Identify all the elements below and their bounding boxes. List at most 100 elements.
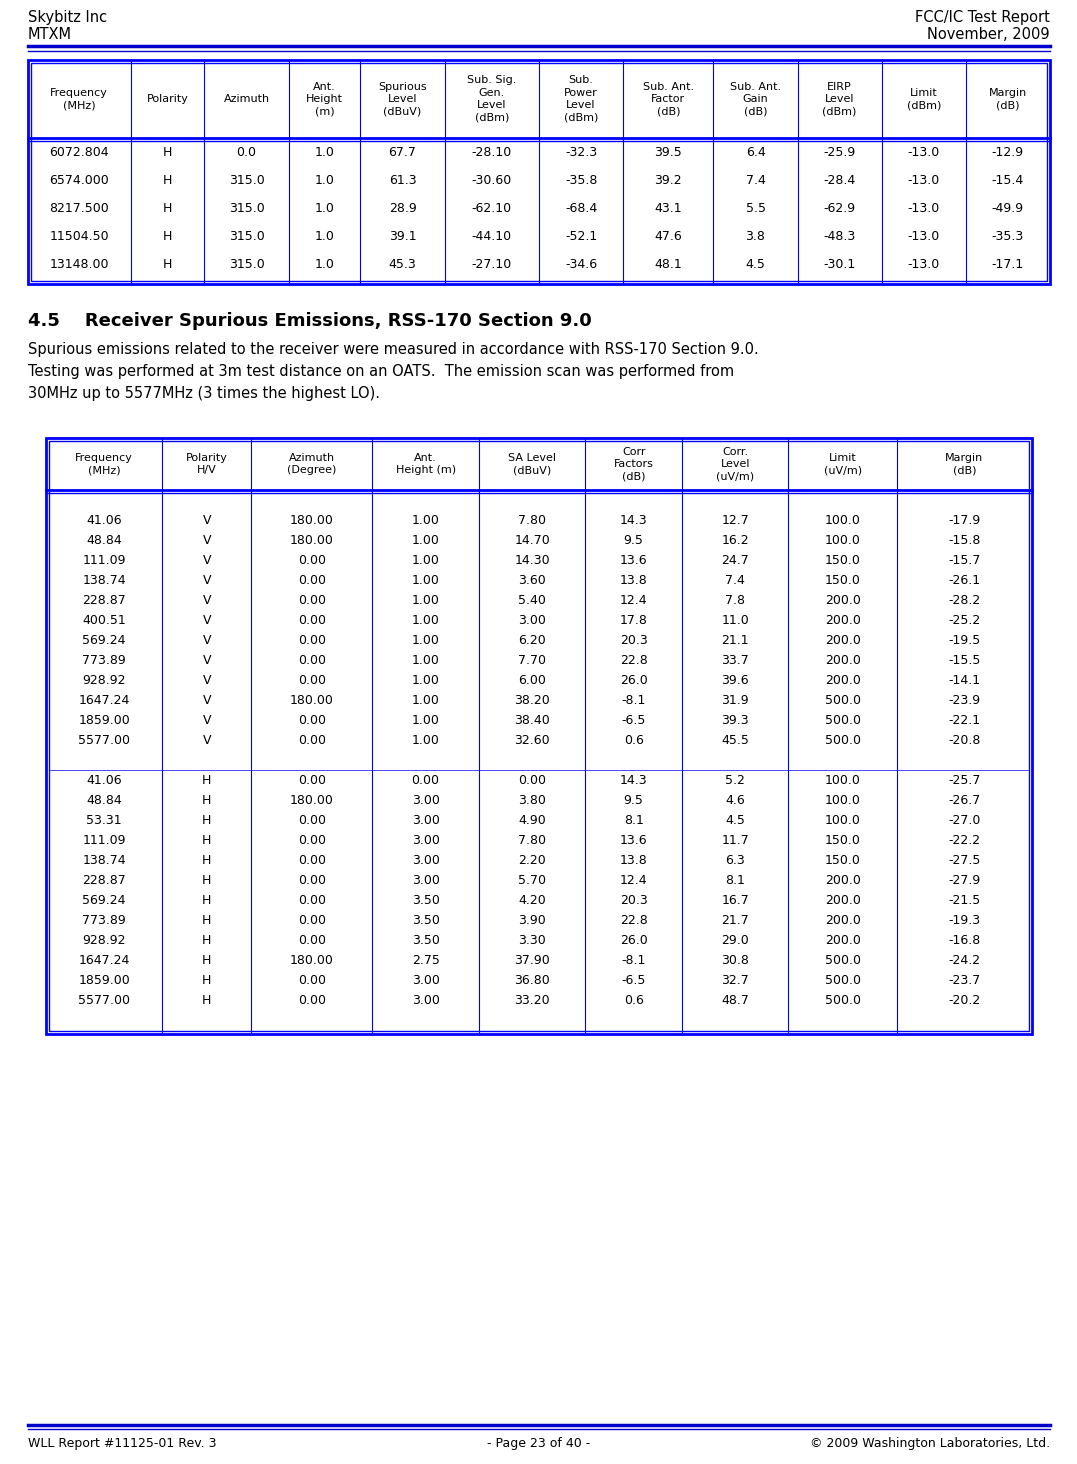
Text: 32.7: 32.7 <box>722 974 750 987</box>
Text: 36.80: 36.80 <box>514 974 550 987</box>
Text: 39.1: 39.1 <box>389 230 417 243</box>
Text: 6.4: 6.4 <box>745 145 766 158</box>
Text: 0.0: 0.0 <box>237 145 256 158</box>
Bar <box>31 63 1047 281</box>
Text: EIRP
Level
(dBm): EIRP Level (dBm) <box>823 82 857 117</box>
Text: -27.10: -27.10 <box>472 258 512 271</box>
Text: Ant.
Height (m): Ant. Height (m) <box>395 452 456 476</box>
Text: 100.0: 100.0 <box>825 533 861 546</box>
Text: 200.0: 200.0 <box>825 593 861 606</box>
Text: 315.0: 315.0 <box>228 174 265 186</box>
Text: 3.00: 3.00 <box>411 833 439 846</box>
Text: 0.6: 0.6 <box>624 733 644 747</box>
Text: 0.00: 0.00 <box>297 673 325 687</box>
Text: 6574.000: 6574.000 <box>50 174 109 186</box>
Text: 3.00: 3.00 <box>411 994 439 1007</box>
Text: -34.6: -34.6 <box>565 258 597 271</box>
Bar <box>28 60 1050 284</box>
Text: November, 2009: November, 2009 <box>927 26 1050 42</box>
Text: 0.00: 0.00 <box>297 914 325 927</box>
Text: -24.2: -24.2 <box>949 953 980 966</box>
Text: 315.0: 315.0 <box>228 202 265 215</box>
Text: 928.92: 928.92 <box>83 934 126 947</box>
Text: -25.7: -25.7 <box>948 773 981 786</box>
Text: 1.00: 1.00 <box>411 533 439 546</box>
Text: 1859.00: 1859.00 <box>79 713 130 726</box>
Text: 3.60: 3.60 <box>518 574 546 587</box>
Text: -28.10: -28.10 <box>472 145 512 158</box>
Text: -19.5: -19.5 <box>949 634 980 647</box>
Text: 0.00: 0.00 <box>297 653 325 666</box>
Text: -16.8: -16.8 <box>949 934 980 947</box>
Text: H: H <box>163 202 172 215</box>
Text: 1.0: 1.0 <box>314 230 335 243</box>
Text: 1.00: 1.00 <box>411 653 439 666</box>
Text: -32.3: -32.3 <box>565 145 597 158</box>
Text: 180.00: 180.00 <box>290 533 334 546</box>
Text: 6.3: 6.3 <box>725 854 745 867</box>
Text: 7.4: 7.4 <box>745 174 766 186</box>
Text: -21.5: -21.5 <box>949 893 980 906</box>
Text: H: H <box>163 258 172 271</box>
Text: 30.8: 30.8 <box>722 953 750 966</box>
Text: 22.8: 22.8 <box>619 914 647 927</box>
Text: 29.0: 29.0 <box>722 934 750 947</box>
Text: 39.6: 39.6 <box>722 673 749 687</box>
Text: Skybitz Inc: Skybitz Inc <box>28 10 107 25</box>
Text: 39.2: 39.2 <box>655 174 682 186</box>
Text: MTXM: MTXM <box>28 26 72 42</box>
Text: 39.3: 39.3 <box>722 713 749 726</box>
Text: 0.00: 0.00 <box>297 893 325 906</box>
Text: -28.2: -28.2 <box>949 593 980 606</box>
Text: 41.06: 41.06 <box>86 773 122 786</box>
Text: Spurious emissions related to the receiver were measured in accordance with RSS-: Spurious emissions related to the receiv… <box>28 343 759 357</box>
Text: -8.1: -8.1 <box>621 953 646 966</box>
Text: -23.9: -23.9 <box>949 694 980 707</box>
Text: -6.5: -6.5 <box>621 974 646 987</box>
Text: 4.5: 4.5 <box>725 814 745 827</box>
Text: Corr.
Level
(uV/m): Corr. Level (uV/m) <box>716 447 754 482</box>
Text: V: V <box>202 514 211 527</box>
Text: H: H <box>202 953 211 966</box>
Text: 11504.50: 11504.50 <box>50 230 109 243</box>
Text: 1.00: 1.00 <box>411 553 439 567</box>
Text: 150.0: 150.0 <box>825 553 861 567</box>
Text: 3.50: 3.50 <box>411 893 439 906</box>
Text: 31.9: 31.9 <box>722 694 749 707</box>
Text: 1.00: 1.00 <box>411 733 439 747</box>
Text: 100.0: 100.0 <box>825 814 861 827</box>
Text: 8.1: 8.1 <box>725 874 745 887</box>
Text: 500.0: 500.0 <box>825 994 861 1007</box>
Text: 3.00: 3.00 <box>411 793 439 807</box>
Text: 1859.00: 1859.00 <box>79 974 130 987</box>
Text: 0.00: 0.00 <box>297 713 325 726</box>
Text: 13148.00: 13148.00 <box>50 258 109 271</box>
Text: 200.0: 200.0 <box>825 634 861 647</box>
Text: 14.3: 14.3 <box>620 514 647 527</box>
Text: 7.80: 7.80 <box>518 833 546 846</box>
Text: 100.0: 100.0 <box>825 773 861 786</box>
Text: © 2009 Washington Laboratories, Ltd.: © 2009 Washington Laboratories, Ltd. <box>810 1438 1050 1449</box>
Text: Margin
(dB): Margin (dB) <box>946 452 983 476</box>
Text: 1.0: 1.0 <box>314 174 335 186</box>
Text: 569.24: 569.24 <box>83 634 126 647</box>
Text: 14.30: 14.30 <box>515 553 550 567</box>
Text: -25.9: -25.9 <box>824 145 856 158</box>
Text: 48.84: 48.84 <box>86 533 122 546</box>
Text: -27.0: -27.0 <box>948 814 981 827</box>
Text: Sub.
Power
Level
(dBm): Sub. Power Level (dBm) <box>564 76 598 123</box>
Text: 138.74: 138.74 <box>82 574 126 587</box>
Text: V: V <box>202 533 211 546</box>
Text: -17.9: -17.9 <box>949 514 980 527</box>
Text: 13.6: 13.6 <box>620 833 647 846</box>
Text: 4.5: 4.5 <box>745 258 766 271</box>
Text: 14.70: 14.70 <box>514 533 550 546</box>
Text: 0.00: 0.00 <box>297 874 325 887</box>
Text: 17.8: 17.8 <box>619 613 647 627</box>
Text: V: V <box>202 613 211 627</box>
Text: 6.00: 6.00 <box>518 673 546 687</box>
Text: 4.20: 4.20 <box>518 893 546 906</box>
Text: 3.00: 3.00 <box>411 974 439 987</box>
Text: 4.6: 4.6 <box>725 793 745 807</box>
Text: 3.50: 3.50 <box>411 934 439 947</box>
